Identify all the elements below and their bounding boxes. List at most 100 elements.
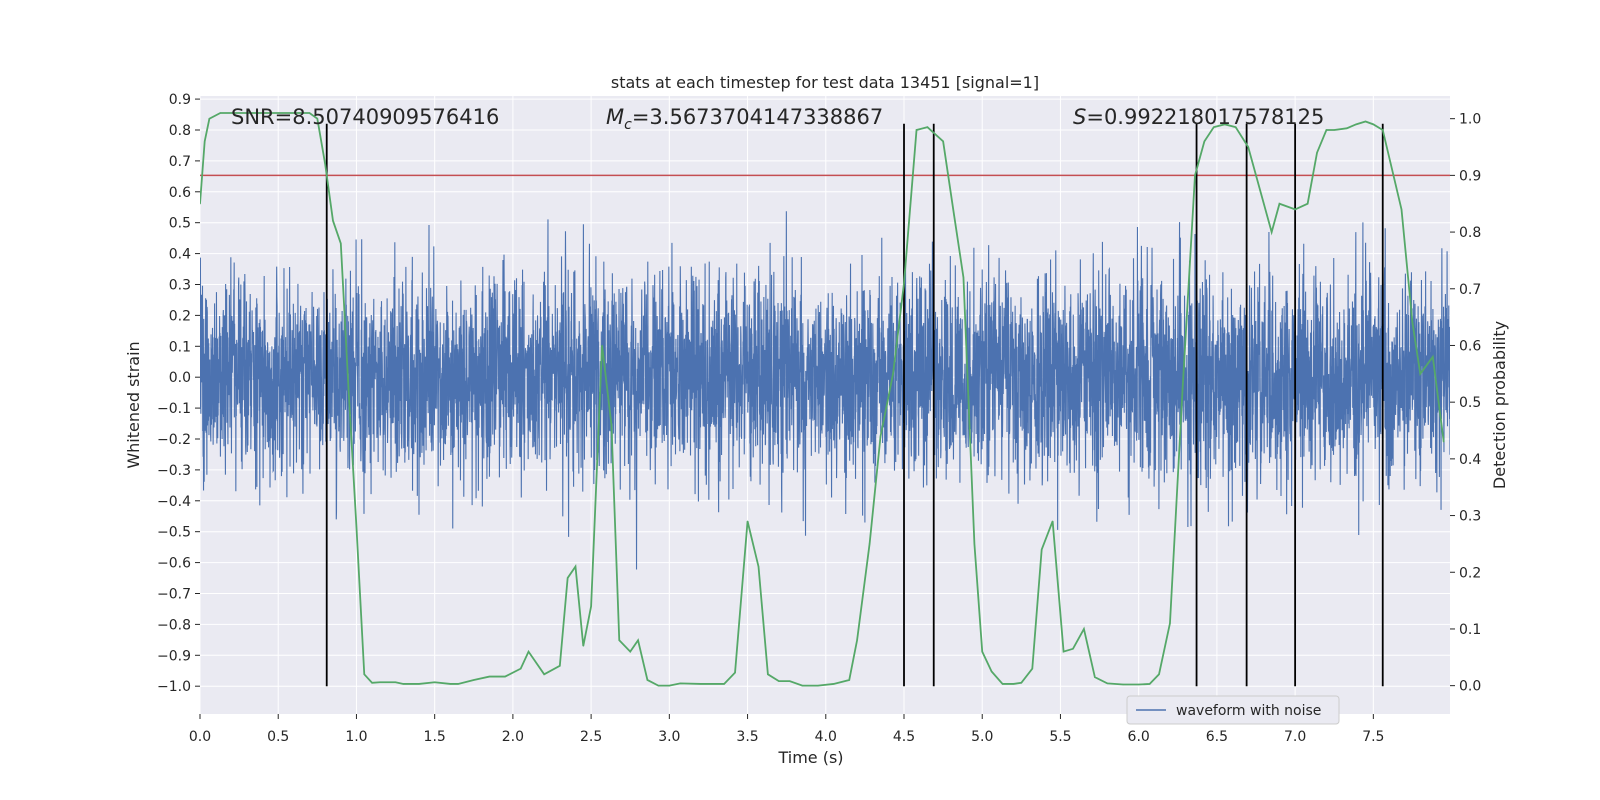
- y-tick-label: −1.0: [157, 679, 191, 695]
- x-tick-label: 5.5: [1049, 729, 1071, 745]
- x-tick-label: 4.5: [893, 729, 915, 745]
- y-tick-label: 0.0: [169, 370, 191, 386]
- probability-point: [293, 112, 295, 114]
- probability-point: [1307, 203, 1309, 205]
- probability-point: [567, 577, 569, 579]
- y-tick-label: −0.3: [157, 463, 191, 479]
- probability-point: [1224, 123, 1226, 125]
- x-tick-label: 6.5: [1206, 729, 1228, 745]
- y2-tick-label: 0.7: [1459, 282, 1481, 298]
- probability-point: [348, 390, 350, 392]
- legend-box: [1126, 695, 1340, 725]
- probability-point: [527, 651, 530, 653]
- probability-point: [868, 543, 871, 545]
- waveform-line: [200, 211, 1450, 570]
- x-tick-label: 0.0: [189, 729, 211, 745]
- probability-point: [1391, 169, 1393, 171]
- y-tick-label: −0.9: [157, 648, 191, 664]
- probability-point: [746, 520, 749, 522]
- chart-title: stats at each timestep for test data 134…: [611, 73, 1039, 92]
- probability-point: [817, 685, 819, 687]
- probability-point: [402, 683, 404, 685]
- x-tick-label: 7.0: [1284, 729, 1306, 745]
- x-ticks: 0.0 0.5 1.0 1.5 2.0 2.5 3.0 3.5 4.0 4.5 5.0 5.5 6.0 6…: [189, 714, 1384, 745]
- x-tick-label: 3.5: [736, 729, 758, 745]
- y-tick-label: 0.5: [169, 216, 191, 232]
- probability-point: [1094, 676, 1096, 678]
- x-tick-label: 1.5: [424, 729, 446, 745]
- probability-point: [332, 220, 334, 222]
- probability-point: [582, 645, 584, 647]
- probability-point: [1333, 129, 1335, 131]
- probability-point: [1041, 548, 1043, 551]
- probability-point: [504, 675, 506, 678]
- chirp-mass-symbol: M: [606, 105, 624, 129]
- probability-point: [1316, 152, 1318, 154]
- vertical-lines: [325, 123, 1384, 687]
- probability-point: [778, 680, 780, 682]
- probability-point: [1001, 683, 1004, 685]
- probability-point: [1194, 174, 1196, 176]
- probability-point: [1062, 651, 1065, 653]
- y2-tick-label: 0.6: [1459, 338, 1481, 354]
- probability-point: [618, 639, 620, 641]
- probability-point: [601, 344, 603, 347]
- probability-point: [1083, 628, 1085, 630]
- y2-tick-label: 0.8: [1459, 225, 1481, 241]
- probability-point: [1149, 683, 1151, 685]
- y-tick-label: 0.3: [169, 277, 191, 293]
- probability-point: [1169, 622, 1171, 624]
- probability-point: [316, 118, 318, 120]
- y-tick-label: −0.1: [157, 401, 191, 417]
- probability-point: [488, 675, 491, 678]
- chirp-mass-annotation: Mc=3.5673704147338867: [606, 105, 883, 133]
- score-symbol: S: [1073, 105, 1086, 129]
- probability-point: [915, 129, 918, 131]
- y-tick-label: −0.6: [157, 556, 191, 572]
- probability-point: [543, 673, 545, 675]
- probability-point: [1372, 123, 1374, 125]
- probability-point: [1181, 390, 1184, 392]
- probability-point: [1278, 203, 1281, 205]
- probability-point: [942, 140, 944, 142]
- y-tick-label: −0.7: [157, 586, 191, 602]
- probability-point: [520, 668, 522, 670]
- probability-point: [1138, 683, 1140, 686]
- probability-point: [418, 683, 420, 685]
- y2-tick-label: 0.5: [1459, 395, 1481, 411]
- probability-point: [981, 651, 983, 653]
- probability-point: [1260, 191, 1262, 193]
- probability-point: [246, 112, 248, 114]
- y2-tick-label: 0.3: [1459, 509, 1481, 525]
- probability-point: [953, 214, 955, 216]
- probability-point: [1052, 520, 1054, 522]
- probability-point: [230, 112, 232, 114]
- probability-point: [962, 276, 965, 279]
- score-value: =0.992218017578125: [1086, 105, 1324, 129]
- probability-point: [892, 373, 894, 375]
- probability-point: [1235, 126, 1237, 128]
- probability-point: [324, 163, 326, 165]
- probability-point: [646, 679, 649, 681]
- probability-point: [308, 112, 311, 114]
- x-tick-label: 6.0: [1128, 729, 1150, 745]
- chirp-mass-subscript: c: [624, 117, 632, 133]
- probability-point: [559, 665, 561, 667]
- probability-point: [637, 639, 639, 641]
- y-tick-label: 0.6: [169, 185, 191, 201]
- probability-point: [204, 140, 206, 142]
- y-tick-label: 0.7: [169, 154, 191, 170]
- probability-point: [767, 673, 769, 675]
- probability-point: [801, 685, 803, 687]
- probability-point: [1106, 682, 1108, 684]
- probability-point: [833, 683, 835, 685]
- probability-point: [1346, 127, 1348, 129]
- y2-tick-label: 0.2: [1459, 565, 1481, 581]
- probability-point: [973, 543, 976, 545]
- legend: waveform with noise: [1126, 695, 1340, 725]
- probability-point: [1382, 129, 1384, 131]
- probability-point: [700, 683, 702, 685]
- probability-point: [574, 565, 577, 568]
- waveform-series: [200, 211, 1450, 570]
- probability-point: [219, 112, 221, 114]
